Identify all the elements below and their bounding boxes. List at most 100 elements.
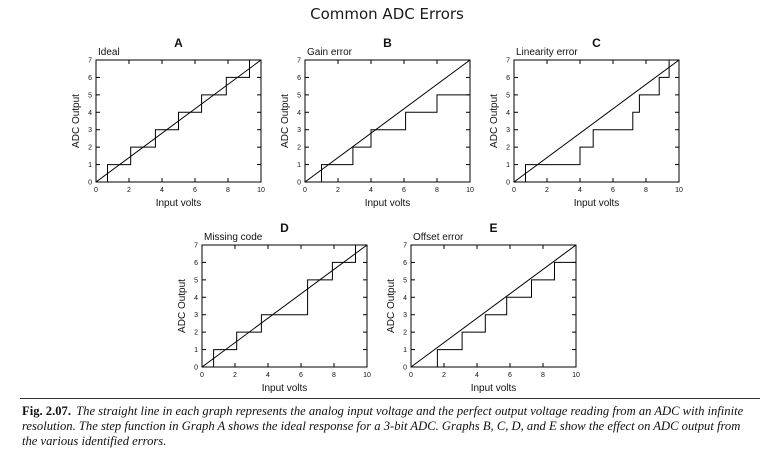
chart-b-subtitle: Gain error xyxy=(307,47,353,58)
chart-e-xtick-label: 2 xyxy=(442,372,446,379)
chart-c-ytick-label: 7 xyxy=(506,58,510,65)
chart-e-ytick-label: 5 xyxy=(403,277,407,284)
chart-a: 0 2 4 6 8 10 0 1 2 3 4 5 6 7 Ideal A Input volts ADC Outp… xyxy=(71,36,265,209)
chart-d-ylabel: ADC Output xyxy=(177,279,188,333)
chart-b-panel-letter: B xyxy=(383,36,392,50)
chart-d-xtick-label: 2 xyxy=(233,372,237,379)
chart-c-xlabel: Input volts xyxy=(574,198,620,209)
chart-d-reference-line xyxy=(201,244,368,368)
chart-d-xlabel: Input volts xyxy=(262,383,308,394)
chart-e-ytick-label: 1 xyxy=(403,347,407,354)
chart-a-panel-letter: A xyxy=(174,36,183,50)
chart-c-panel-letter: C xyxy=(592,36,601,50)
chart-a-ytick-label: 7 xyxy=(88,58,92,65)
chart-b-ytick-label: 3 xyxy=(297,127,301,134)
chart-e-xtick-label: 4 xyxy=(475,372,479,379)
caption-label: Fig. 2.07. xyxy=(22,404,71,418)
chart-e-xtick-label: 0 xyxy=(409,372,413,379)
chart-e-step-line xyxy=(436,261,576,367)
chart-b-ytick-label: 0 xyxy=(297,180,301,187)
caption-divider xyxy=(20,398,760,399)
chart-c-ytick-label: 3 xyxy=(506,127,510,134)
chart-b-ylabel: ADC Output xyxy=(280,94,291,148)
chart-a-subtitle: Ideal xyxy=(98,47,120,58)
chart-c-reference-line xyxy=(513,59,680,183)
chart-c-ytick-label: 4 xyxy=(506,110,510,117)
chart-e: 0 2 4 6 8 10 0 1 2 3 4 5 6 7 Offset error E Input volts A… xyxy=(386,221,580,394)
chart-b-frame xyxy=(304,59,471,183)
chart-a-frame xyxy=(95,59,262,183)
chart-c-xtick-label: 8 xyxy=(644,187,648,194)
chart-d-xtick-label: 8 xyxy=(332,372,336,379)
chart-b-xlabel: Input volts xyxy=(365,198,411,209)
chart-b-reference-line xyxy=(304,59,471,183)
chart-e-ytick-label: 4 xyxy=(403,295,407,302)
chart-e-reference-line xyxy=(410,244,577,368)
chart-a-ytick-label: 5 xyxy=(88,92,92,99)
chart-b-step-line xyxy=(305,94,470,183)
caption-text: The straight line in each graph represen… xyxy=(22,404,744,448)
chart-a-ytick-label: 3 xyxy=(88,127,92,134)
chart-c-ytick-label: 0 xyxy=(506,180,510,187)
chart-e-xtick-label: 6 xyxy=(508,372,512,379)
chart-a-xtick-label: 4 xyxy=(160,187,164,194)
chart-d: 0 2 4 6 8 10 0 1 2 3 4 5 6 7 Missing code D Input volts A… xyxy=(177,221,371,394)
chart-d-xtick-label: 0 xyxy=(200,372,204,379)
chart-d-xtick-label: 10 xyxy=(363,372,371,379)
chart-a-ylabel: ADC Output xyxy=(71,94,82,148)
chart-b-xtick-label: 8 xyxy=(435,187,439,194)
chart-a-xtick-label: 6 xyxy=(193,187,197,194)
chart-d-xtick-label: 4 xyxy=(266,372,270,379)
chart-d-ytick-label: 0 xyxy=(194,365,198,372)
chart-a-ytick-label: 6 xyxy=(88,75,92,82)
chart-c: 0 2 4 6 8 10 0 1 2 3 4 5 6 7 Linearity error C Input vol… xyxy=(489,36,683,209)
chart-a-ytick-label: 4 xyxy=(88,110,92,117)
chart-d-ytick-label: 3 xyxy=(194,312,198,319)
chart-d-frame xyxy=(201,244,368,368)
chart-e-xtick-label: 8 xyxy=(541,372,545,379)
chart-c-xtick-label: 2 xyxy=(545,187,549,194)
chart-d-ytick-label: 4 xyxy=(194,295,198,302)
chart-c-ylabel: ADC Output xyxy=(489,94,500,148)
chart-d-step-line xyxy=(202,244,367,368)
chart-d-ytick-label: 6 xyxy=(194,260,198,267)
chart-d-panel-letter: D xyxy=(280,221,289,235)
chart-c-xtick-label: 4 xyxy=(578,187,582,194)
chart-a-step-line xyxy=(96,59,261,183)
chart-a-xtick-label: 2 xyxy=(127,187,131,194)
chart-c-ytick-label: 2 xyxy=(506,145,510,152)
chart-b-xtick-label: 4 xyxy=(369,187,373,194)
chart-a-ytick-label: 0 xyxy=(88,180,92,187)
chart-a-ytick-label: 2 xyxy=(88,145,92,152)
chart-c-frame xyxy=(513,59,680,183)
chart-a-xtick-label: 10 xyxy=(257,187,265,194)
chart-b: 0 2 4 6 8 10 0 1 2 3 4 5 6 7 Gain error B Input volts ADC… xyxy=(280,36,474,209)
chart-c-ytick-label: 6 xyxy=(506,75,510,82)
chart-e-ytick-label: 2 xyxy=(403,330,407,337)
chart-b-ytick-label: 7 xyxy=(297,58,301,65)
chart-e-ytick-label: 6 xyxy=(403,260,407,267)
chart-b-ytick-label: 4 xyxy=(297,110,301,117)
chart-d-subtitle: Missing code xyxy=(204,232,263,243)
chart-b-ytick-label: 1 xyxy=(297,162,301,169)
chart-c-ytick-label: 1 xyxy=(506,162,510,169)
chart-b-xtick-label: 10 xyxy=(466,187,474,194)
chart-a-ytick-label: 1 xyxy=(88,162,92,169)
chart-e-panel-letter: E xyxy=(489,221,497,235)
chart-d-ytick-label: 7 xyxy=(194,243,198,250)
chart-b-xtick-label: 0 xyxy=(303,187,307,194)
chart-b-ytick-label: 5 xyxy=(297,92,301,99)
chart-e-ylabel: ADC Output xyxy=(386,279,397,333)
chart-e-ytick-label: 7 xyxy=(403,243,407,250)
chart-e-ytick-label: 0 xyxy=(403,365,407,372)
chart-b-ytick-label: 6 xyxy=(297,75,301,82)
chart-d-ytick-label: 2 xyxy=(194,330,198,337)
chart-d-ytick-label: 5 xyxy=(194,277,198,284)
chart-c-step-line xyxy=(514,59,679,183)
chart-b-xtick-label: 6 xyxy=(402,187,406,194)
chart-c-xtick-label: 6 xyxy=(611,187,615,194)
figure-title: Common ADC Errors xyxy=(310,5,464,23)
chart-c-xtick-label: 0 xyxy=(512,187,516,194)
chart-a-xtick-label: 8 xyxy=(226,187,230,194)
